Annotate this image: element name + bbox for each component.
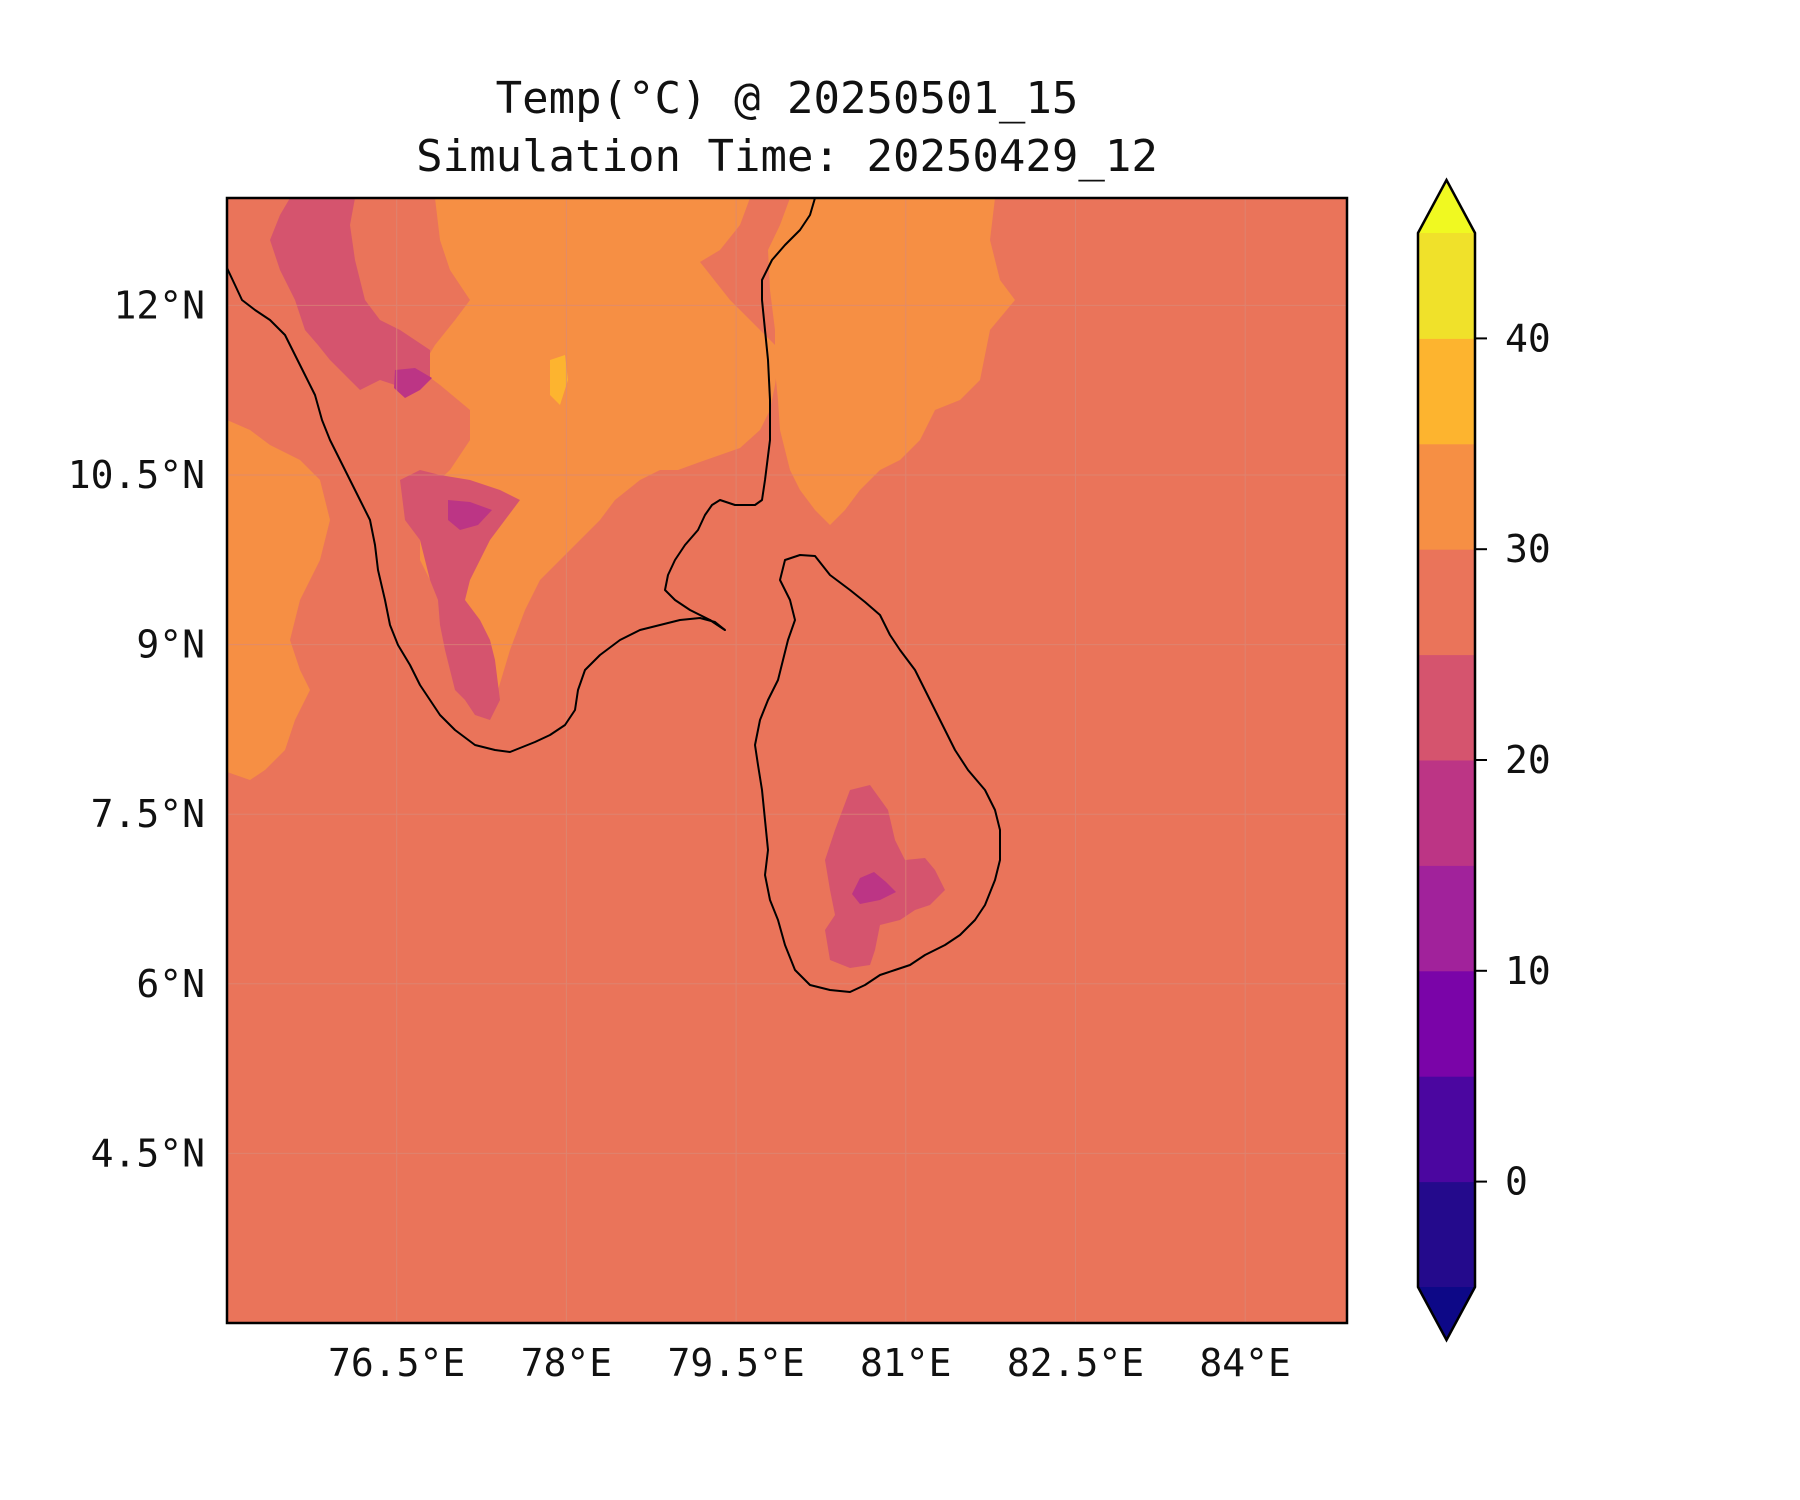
y-axis-ticks: 4.5°N 6°N 7.5°N 9°N 10.5°N 12°N [68, 283, 205, 1175]
colorbar-tick-label: 0 [1505, 1160, 1528, 1204]
colorbar-segment [1418, 1181, 1475, 1288]
y-tick-label: 10.5°N [68, 453, 205, 497]
contour-region-western-ghats-north [270, 198, 430, 395]
colorbar-segment [1418, 1076, 1475, 1183]
coastline-adams-bridge [709, 619, 726, 631]
contour-region-hot-spot [550, 355, 568, 405]
y-tick-label: 4.5°N [91, 1131, 205, 1175]
contour-region-tamilnadu-north [420, 198, 780, 705]
colorbar-segment [1418, 970, 1475, 1077]
temp-band-20-25 [270, 198, 945, 968]
colorbar-tick-label: 30 [1505, 527, 1551, 571]
colorbar-extend-under [1418, 1287, 1475, 1340]
temp-band-15-20 [394, 368, 896, 904]
y-tick-label: 6°N [136, 962, 205, 1006]
x-tick-label: 78°E [521, 1341, 613, 1385]
colorbar-segment [1418, 443, 1475, 550]
x-tick-label: 82.5°E [1007, 1341, 1144, 1385]
graticule [227, 198, 1347, 1323]
contour-region-sri-lanka-highlands [825, 785, 945, 968]
contour-region-sea-north [768, 198, 1015, 525]
colorbar-extend-over [1418, 180, 1475, 233]
coastline [227, 198, 1001, 993]
coastline-sri-lanka [754, 554, 1001, 993]
y-tick-label: 12°N [113, 283, 205, 327]
title-line1: Temp(°C) @ 20250501_15 [496, 73, 1079, 124]
contour-region-cool-1 [394, 368, 432, 398]
colorbar-segment [1418, 865, 1475, 972]
contour-region-western-ghats-south [400, 470, 520, 720]
temp-band-30-35 [227, 198, 1015, 780]
x-tick-label: 76.5°E [328, 1341, 465, 1385]
y-tick-label: 7.5°N [91, 792, 205, 836]
x-axis-ticks: 76.5°E 78°E 79.5°E 81°E 82.5°E 84°E [328, 1341, 1291, 1385]
map-frame [225, 196, 1349, 1325]
colorbar-tick-label: 10 [1505, 949, 1551, 993]
colorbar-segment [1418, 338, 1475, 445]
title-line2: Simulation Time: 20250429_12 [416, 131, 1158, 182]
contour-region-small-island [928, 350, 940, 368]
colorbar-segment [1418, 654, 1475, 761]
x-tick-label: 79.5°E [667, 1341, 804, 1385]
contour-region-cool-3 [852, 872, 896, 904]
colorbar-segment [1418, 549, 1475, 656]
x-tick-label: 81°E [860, 1341, 952, 1385]
contour-region-cool-2 [448, 500, 492, 530]
x-tick-label: 84°E [1199, 1341, 1291, 1385]
colorbar: 0 10 20 30 40 [1416, 177, 1551, 1343]
colorbar-tick-label: 40 [1505, 316, 1551, 360]
coastline-india [227, 198, 816, 753]
colorbar-tick-label: 20 [1505, 738, 1551, 782]
contour-region-kerala-west [227, 420, 330, 780]
colorbar-outline [1416, 177, 1477, 1343]
map-area [227, 198, 1347, 1323]
colorbar-segment [1418, 233, 1475, 339]
colorbar-segment [1418, 760, 1475, 866]
y-tick-label: 9°N [136, 623, 205, 667]
